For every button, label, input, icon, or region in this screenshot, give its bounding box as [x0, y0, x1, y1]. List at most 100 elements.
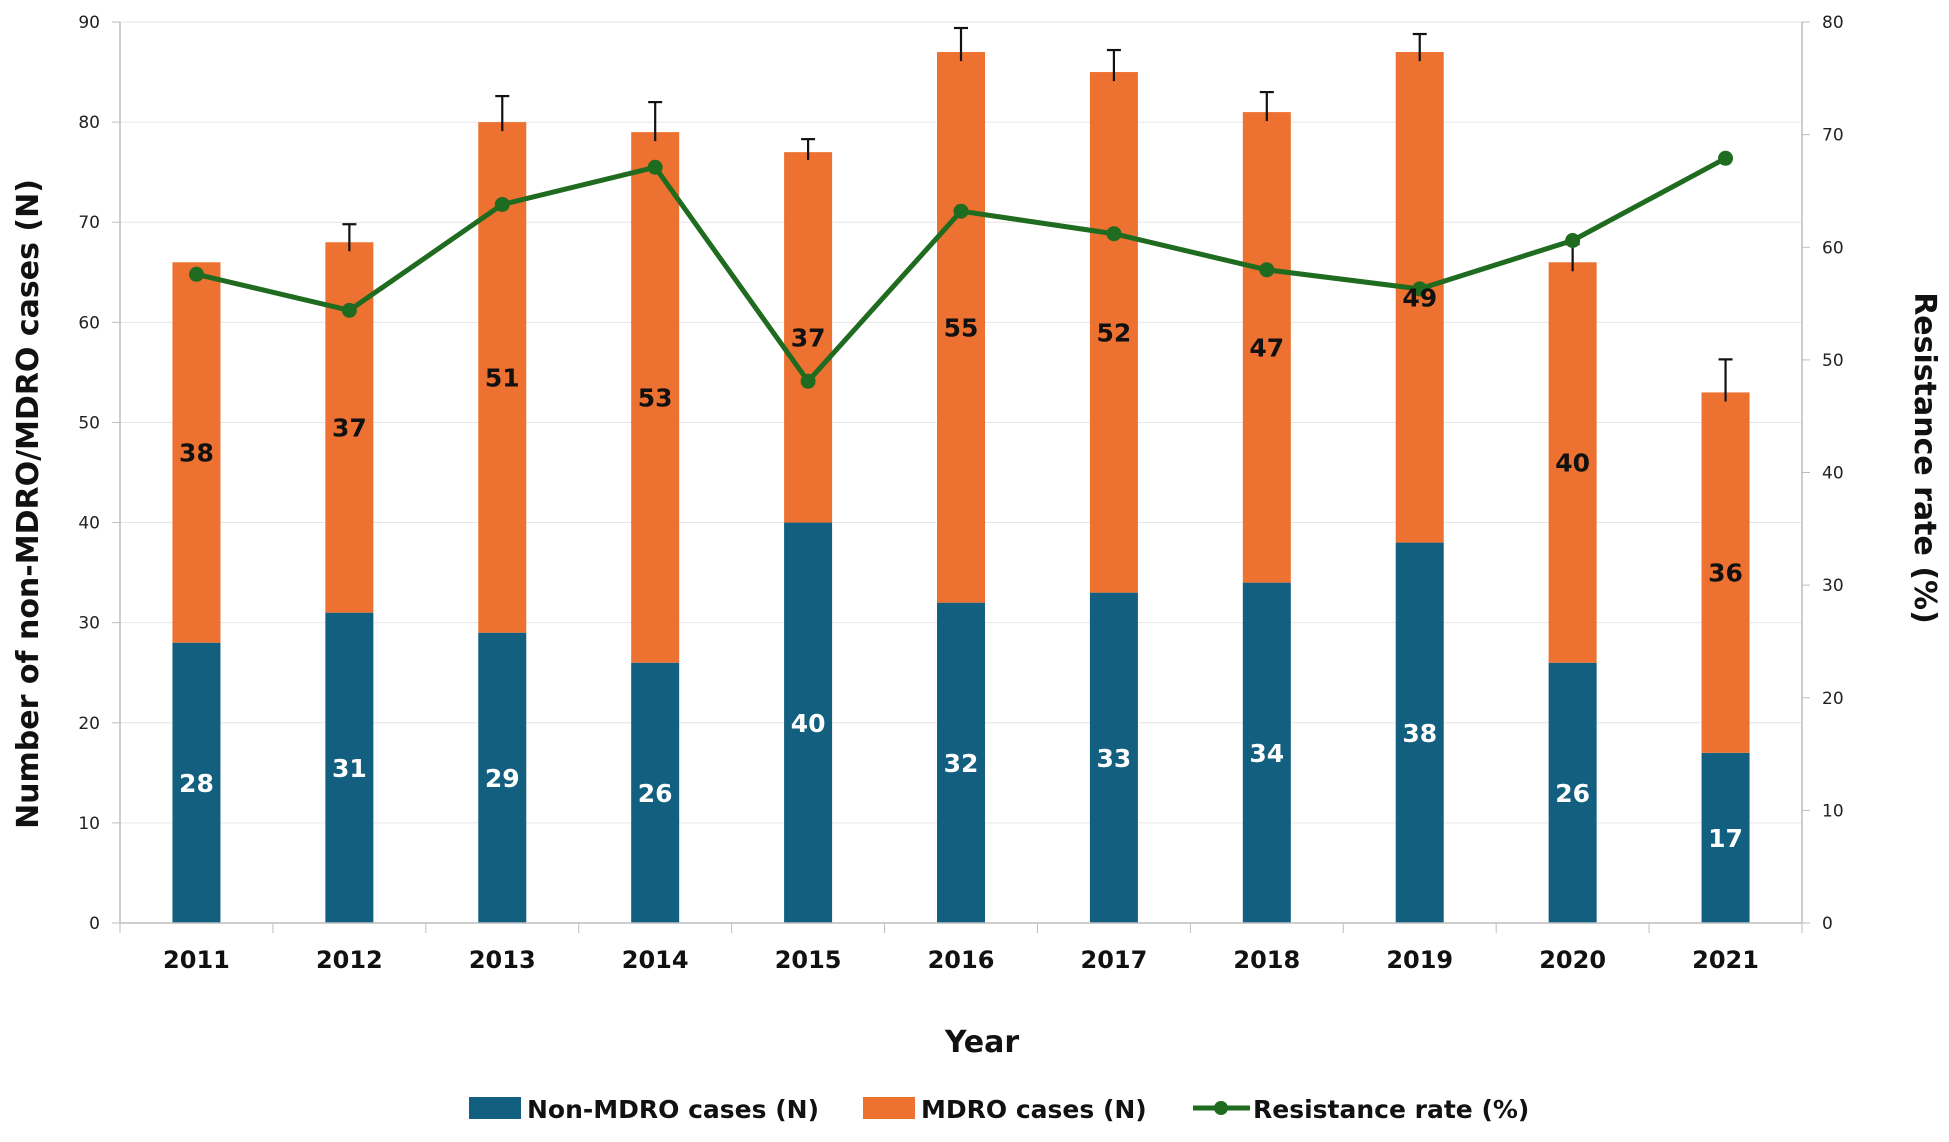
- bar-mdro-2021: [1701, 392, 1750, 753]
- data-label-non-mdro: 34: [1249, 739, 1284, 768]
- bar-non-mdro-2011: [172, 642, 221, 923]
- data-label-mdro: 47: [1249, 333, 1284, 362]
- y2-tick-label: 70: [1822, 126, 1844, 146]
- y2-tick-label: 80: [1822, 13, 1844, 33]
- data-label-mdro: 55: [944, 313, 979, 342]
- resistance-line: [188, 150, 1734, 389]
- data-label-mdro: 49: [1402, 283, 1437, 312]
- data-label-non-mdro: 31: [332, 754, 367, 783]
- legend-label-mdro: MDRO cases (N): [921, 1095, 1147, 1124]
- y-tick-label: 20: [78, 714, 100, 734]
- bar-non-mdro-2013: [478, 632, 527, 923]
- x-tick-label: 2020: [1539, 946, 1606, 974]
- bar-mdro-2016: [937, 52, 985, 603]
- bar-non-mdro-2012: [325, 612, 374, 923]
- data-label-non-mdro: 28: [179, 769, 214, 798]
- data-label-mdro: 36: [1708, 559, 1743, 588]
- x-axis-title: Year: [944, 1025, 1020, 1060]
- legend-label-non-mdro: Non-MDRO cases (N): [527, 1095, 819, 1124]
- y-tick-label: 0: [89, 914, 100, 934]
- x-tick-label: 2018: [1233, 946, 1300, 974]
- data-label-mdro: 52: [1097, 318, 1132, 347]
- resistance-point-2016: [953, 203, 969, 219]
- resistance-point-2013: [494, 196, 510, 212]
- x-tick-label: 2021: [1692, 946, 1759, 974]
- y2-tick-label: 40: [1822, 464, 1844, 484]
- bar-non-mdro-2016: [937, 602, 985, 923]
- data-label-non-mdro: 17: [1708, 824, 1743, 853]
- y-tick-label: 50: [78, 413, 100, 433]
- legend-swatch-mdro: [863, 1097, 915, 1119]
- legend-swatch-marker: [1214, 1101, 1228, 1115]
- data-label-non-mdro: 26: [638, 779, 673, 808]
- legend: Non-MDRO cases (N) MDRO cases (N) Resist…: [469, 1095, 1529, 1124]
- y2-tick-label: 50: [1822, 351, 1844, 371]
- resistance-point-2019: [1412, 281, 1428, 297]
- resistance-point-2020: [1565, 232, 1581, 248]
- bar-mdro-2019: [1395, 52, 1444, 543]
- y-tick-label: 10: [78, 814, 100, 834]
- bar-non-mdro-2020: [1548, 662, 1597, 923]
- bar-non-mdro-2021: [1701, 752, 1750, 923]
- data-label-mdro: 53: [638, 383, 673, 412]
- data-label-mdro: 40: [1555, 448, 1590, 477]
- resistance-point-2017: [1106, 226, 1122, 242]
- y2-axis-title: Resistance rate (%): [1907, 292, 1942, 624]
- bar-mdro-2020: [1548, 262, 1597, 663]
- y2-tick-label: 20: [1822, 689, 1844, 709]
- bar-non-mdro-2019: [1395, 542, 1444, 923]
- resistance-point-2014: [647, 159, 663, 175]
- bar-labels: 28 38 31 37 29 51 26 53 40 37 32 55 33 52 34 47 38 49 26 40…: [179, 283, 1743, 853]
- legend-label-resistance: Resistance rate (%): [1253, 1095, 1529, 1124]
- y2-tick-label: 0: [1822, 914, 1833, 934]
- y-axis-title: Number of non-MDRO/MDRO cases (N): [11, 179, 46, 829]
- bar-non-mdro-2014: [631, 662, 680, 923]
- data-label-non-mdro: 26: [1555, 779, 1590, 808]
- bar-non-mdro-2017: [1089, 592, 1138, 923]
- bar-mdro-2017: [1089, 72, 1138, 593]
- bar-mdro-2015: [784, 152, 833, 523]
- y2-tick-label: 60: [1822, 238, 1844, 258]
- bar-mdro-2014: [631, 132, 680, 663]
- y-tick-label: 90: [78, 13, 100, 33]
- x-tick-label: 2013: [469, 946, 536, 974]
- data-label-non-mdro: 33: [1097, 744, 1132, 773]
- x-tick-label: 2019: [1386, 946, 1453, 974]
- axes: 0 10 20 30 40 50 60 70 80 90 0 10 20 30 40 50 60 70 80 2011…: [78, 13, 1843, 974]
- y2-tick-label: 30: [1822, 576, 1844, 596]
- y2-tick-label: 10: [1822, 801, 1844, 821]
- y-tick-label: 60: [78, 313, 100, 333]
- resistance-point-2018: [1259, 262, 1275, 278]
- legend-swatch-non-mdro: [469, 1097, 521, 1119]
- bar-non-mdro-2018: [1242, 582, 1291, 923]
- resistance-point-2015: [800, 373, 816, 389]
- x-tick-label: 2015: [775, 946, 842, 974]
- bars: [172, 52, 1750, 923]
- y-tick-label: 80: [78, 113, 100, 133]
- y-tick-label: 40: [78, 514, 100, 534]
- data-label-mdro: 37: [332, 413, 367, 442]
- data-label-mdro: 51: [485, 363, 520, 392]
- data-label-non-mdro: 38: [1402, 719, 1437, 748]
- bar-mdro-2018: [1242, 112, 1291, 583]
- data-label-non-mdro: 40: [791, 709, 826, 738]
- data-label-non-mdro: 29: [485, 764, 520, 793]
- x-tick-label: 2012: [316, 946, 383, 974]
- data-label-non-mdro: 32: [944, 749, 979, 778]
- data-label-mdro: 37: [791, 323, 826, 352]
- resistance-point-2012: [341, 302, 357, 318]
- bar-mdro-2011: [172, 262, 221, 643]
- x-tick-label: 2017: [1081, 946, 1148, 974]
- y-tick-label: 70: [78, 213, 100, 233]
- x-tick-label: 2011: [163, 946, 230, 974]
- x-tick-label: 2016: [928, 946, 995, 974]
- resistance-point-2021: [1718, 150, 1734, 166]
- bar-non-mdro-2015: [784, 522, 833, 923]
- x-tick-label: 2014: [622, 946, 689, 974]
- resistance-point-2011: [188, 266, 204, 282]
- data-label-mdro: 38: [179, 438, 214, 467]
- y-tick-label: 30: [78, 614, 100, 634]
- error-bars: [342, 26, 1733, 402]
